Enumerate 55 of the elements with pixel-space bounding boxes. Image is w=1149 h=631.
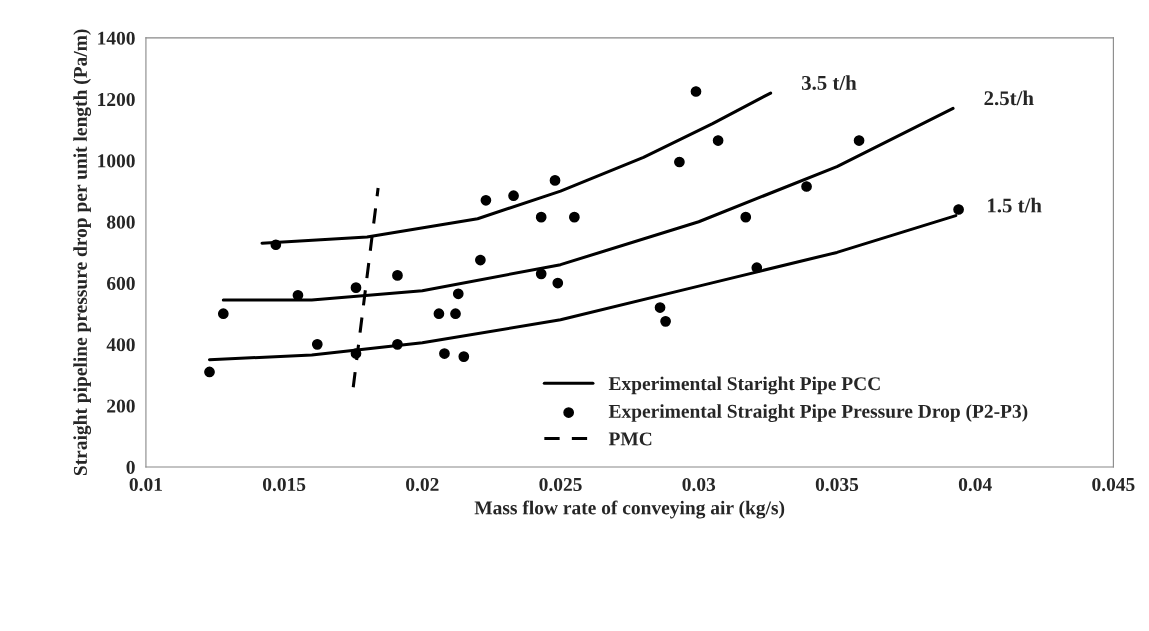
point	[350, 282, 362, 293]
point	[508, 190, 519, 202]
annotation: 1.5 t/h	[988, 197, 1042, 213]
y-tick-label: 400	[106, 338, 135, 352]
legend-label: Experimental Staright Pipe PCC	[608, 376, 880, 395]
point	[204, 366, 215, 378]
x-tick-label: 0.02	[406, 477, 439, 492]
point	[270, 239, 282, 251]
y-tick-label: 1200	[98, 92, 135, 107]
x-axis-title: Mass flow rate of conveying air (kg/s)	[474, 500, 785, 519]
point	[690, 86, 702, 97]
point	[392, 338, 403, 350]
legend-label: Experimental Straight Pipe Pressure Drop (P2-P3)	[608, 404, 1028, 422]
point	[535, 268, 547, 280]
point	[480, 194, 492, 206]
legend-label: PMC	[608, 432, 652, 446]
point	[475, 254, 486, 266]
point	[311, 338, 323, 350]
y-tick-label: 1000	[98, 154, 135, 168]
x-tick-label: 0.035	[815, 477, 859, 492]
point	[433, 308, 445, 320]
point	[452, 288, 464, 300]
point	[654, 302, 666, 313]
x-tick-label: 0.03	[682, 477, 716, 492]
point	[712, 135, 724, 146]
point	[552, 277, 564, 289]
point	[569, 211, 580, 223]
point	[392, 270, 403, 281]
x-tick-label: 0.015	[263, 477, 306, 492]
point	[350, 348, 362, 359]
point	[439, 348, 450, 359]
point	[549, 175, 561, 186]
point	[217, 308, 229, 320]
x-tick-label: 0.025	[539, 477, 582, 492]
annotation: 2.5t/h	[984, 90, 1034, 106]
annotation: 3.5 t/h	[801, 75, 857, 90]
point	[674, 156, 685, 168]
point	[458, 351, 470, 362]
point	[535, 211, 547, 223]
point	[660, 316, 671, 327]
y-tick-label: 600	[107, 276, 135, 290]
y-tick-label: 1400	[98, 31, 135, 45]
point	[751, 262, 763, 274]
x-tick-label: 0.045	[1092, 477, 1135, 492]
y-tick-label: 0	[126, 460, 135, 474]
point	[450, 308, 461, 320]
point	[740, 211, 752, 223]
y-tick-label: 800	[106, 215, 135, 229]
x-tick-label: 0.04	[958, 477, 992, 492]
point	[801, 181, 812, 192]
y-tick-label: 200	[107, 399, 135, 413]
point	[853, 135, 865, 146]
x-tick-label: 0.01	[129, 477, 162, 492]
point	[953, 204, 964, 215]
y-axis-title: Straight pipeline pressure drop per unit length (Pa/m)	[73, 29, 92, 476]
